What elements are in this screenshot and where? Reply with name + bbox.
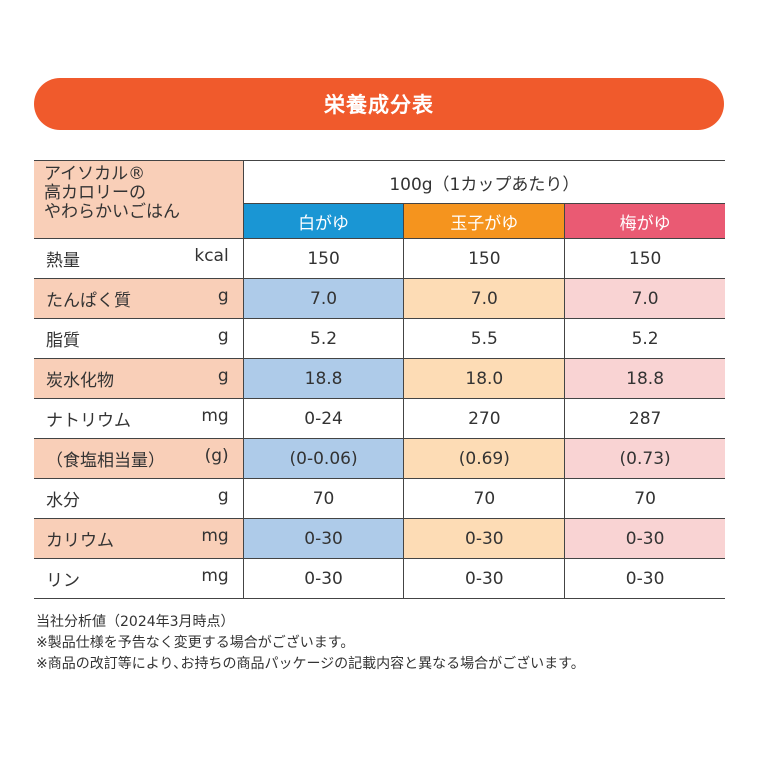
value-cell: (0.73): [564, 438, 725, 479]
value-cell: 7.0: [564, 278, 725, 319]
column-header: 玉子がゆ: [403, 203, 565, 239]
product-line: 高カロリーの: [44, 183, 146, 203]
footnotes: 当社分析値（2024年3月時点） ※製品仕様を予告なく変更する場合がございます。…: [36, 612, 585, 675]
value-cell: (0-0.06): [242, 438, 404, 479]
unit: g: [217, 326, 229, 346]
nutrient-name: 脂質: [46, 331, 80, 351]
value-cell: 0-30: [242, 558, 404, 599]
product-line: アイソカル®: [44, 164, 146, 184]
nutrient-name: カリウム: [46, 531, 114, 551]
value-cell: 150: [242, 238, 404, 279]
value-cell: 70: [564, 478, 725, 519]
table-row: 脂質 g 5.2 5.5 5.2: [34, 318, 725, 359]
value-cell: 150: [564, 238, 725, 279]
nutrient-name: 水分: [46, 491, 80, 511]
unit: mg: [201, 406, 229, 426]
value-cell: 287: [564, 398, 725, 439]
unit: mg: [201, 526, 229, 546]
row-label: リン mg: [34, 558, 244, 599]
row-label: （食塩相当量） (g): [34, 438, 244, 479]
title-banner: 栄養成分表: [34, 78, 724, 130]
unit: g: [217, 486, 229, 506]
unit: kcal: [194, 246, 229, 266]
value-cell: 18.8: [564, 358, 725, 399]
nutrient-name: 熱量: [46, 251, 80, 271]
table-row: 熱量 kcal 150 150 150: [34, 238, 725, 279]
unit: g: [217, 366, 229, 386]
nutrient-name: （食塩相当量）: [46, 451, 165, 471]
value-cell: 18.0: [403, 358, 565, 399]
table-row: カリウム mg 0-30 0-30 0-30: [34, 518, 725, 559]
row-label: たんぱく質 g: [34, 278, 244, 319]
table-row: リン mg 0-30 0-30 0-30: [34, 558, 725, 599]
nutrition-table: アイソカル® 高カロリーの やわらかいごはん 100g（1カップあたり） 白がゆ…: [34, 160, 725, 599]
value-cell: 18.8: [242, 358, 404, 399]
table-row: （食塩相当量） (g) (0-0.06) (0.69) (0.73): [34, 438, 725, 479]
column-header: 梅がゆ: [564, 203, 725, 239]
note: ※商品の改訂等により､お持ちの商品パッケージの記載内容と異なる場合がございます。: [36, 656, 585, 672]
value-cell: 0-30: [242, 518, 404, 559]
table-row: たんぱく質 g 7.0 7.0 7.0: [34, 278, 725, 319]
value-cell: 0-30: [564, 558, 725, 599]
table-row: ナトリウム mg 0-24 270 287: [34, 398, 725, 439]
product-name: アイソカル® 高カロリーの やわらかいごはん: [34, 160, 244, 239]
row-label: 水分 g: [34, 478, 244, 519]
value-cell: (0.69): [403, 438, 565, 479]
row-label: カリウム mg: [34, 518, 244, 559]
value-cell: 150: [403, 238, 565, 279]
value-cell: 70: [403, 478, 565, 519]
value-cell: 7.0: [242, 278, 404, 319]
value-cell: 5.2: [242, 318, 404, 359]
note: 当社分析値（2024年3月時点）: [36, 614, 235, 630]
row-label: 脂質 g: [34, 318, 244, 359]
value-cell: 270: [403, 398, 565, 439]
value-cell: 0-30: [403, 558, 565, 599]
unit: mg: [201, 566, 229, 586]
table-row: 水分 g 70 70 70: [34, 478, 725, 519]
nutrient-name: 炭水化物: [46, 371, 114, 391]
column-header: 白がゆ: [242, 203, 404, 239]
row-label: 熱量 kcal: [34, 238, 244, 279]
nutrient-name: ナトリウム: [46, 411, 131, 431]
value-cell: 0-24: [242, 398, 404, 439]
product-line: やわらかいごはん: [44, 202, 180, 222]
value-cell: 0-30: [403, 518, 565, 559]
value-cell: 5.5: [403, 318, 565, 359]
value-cell: 5.2: [564, 318, 725, 359]
unit: g: [217, 286, 229, 306]
note: ※製品仕様を予告なく変更する場合がございます。: [36, 635, 355, 651]
nutrient-name: たんぱく質: [46, 291, 131, 311]
nutrient-name: リン: [46, 571, 80, 591]
value-cell: 0-30: [564, 518, 725, 559]
value-cell: 7.0: [403, 278, 565, 319]
row-label: 炭水化物 g: [34, 358, 244, 399]
unit: (g): [204, 446, 229, 466]
value-cell: 70: [242, 478, 404, 519]
row-label: ナトリウム mg: [34, 398, 244, 439]
table-row: 炭水化物 g 18.8 18.0 18.8: [34, 358, 725, 399]
serving-header: 100g（1カップあたり）: [243, 160, 725, 204]
